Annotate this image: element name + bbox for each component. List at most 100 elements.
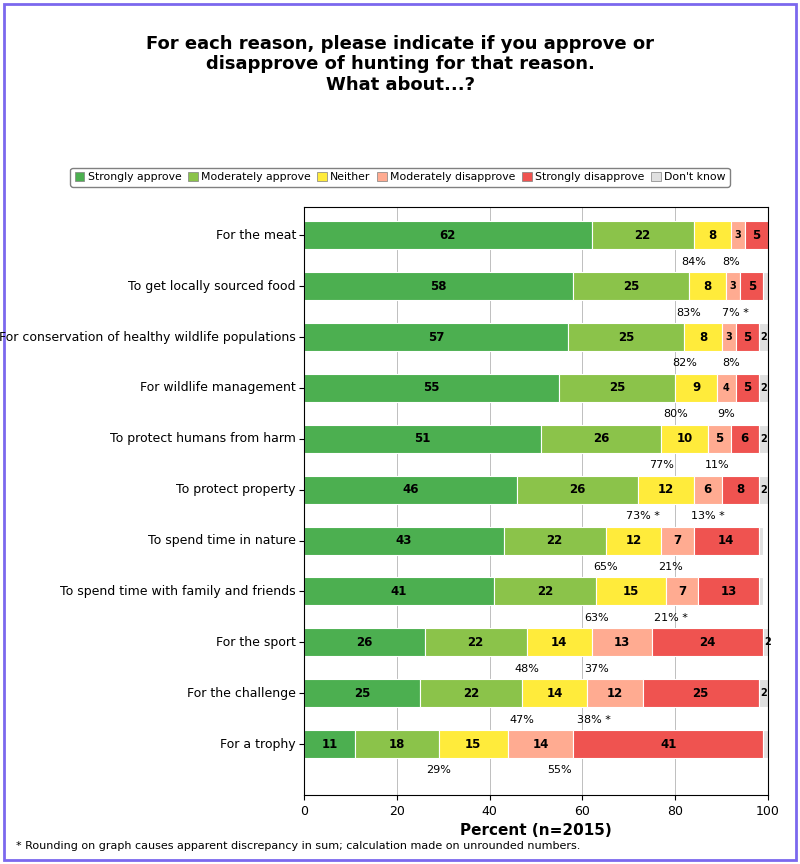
Text: 2: 2 <box>760 383 766 393</box>
Bar <box>698 577 758 606</box>
Bar <box>694 476 722 504</box>
Bar <box>420 679 522 707</box>
Bar <box>758 526 763 555</box>
Bar <box>592 221 694 250</box>
Text: 21%: 21% <box>658 562 683 572</box>
Text: 22: 22 <box>467 636 484 649</box>
Bar <box>722 323 735 351</box>
Text: 83%: 83% <box>677 308 702 318</box>
Text: 2: 2 <box>760 434 766 444</box>
Bar <box>758 679 768 707</box>
Bar <box>758 374 768 402</box>
Text: 25: 25 <box>618 331 634 344</box>
Text: 26: 26 <box>570 483 586 496</box>
Text: 2: 2 <box>765 638 771 647</box>
Text: 48%: 48% <box>514 664 539 674</box>
Text: 8: 8 <box>699 331 707 344</box>
Text: 8: 8 <box>708 229 717 242</box>
Bar <box>662 425 708 453</box>
Bar <box>638 476 694 504</box>
Text: 9%: 9% <box>718 410 735 419</box>
Bar <box>569 323 685 351</box>
Text: 57: 57 <box>428 331 445 344</box>
Text: 18: 18 <box>389 738 405 751</box>
Text: 3: 3 <box>725 332 732 342</box>
Bar <box>745 221 768 250</box>
Text: For the sport: For the sport <box>216 636 296 649</box>
Text: 29%: 29% <box>426 766 451 775</box>
Text: 47%: 47% <box>510 715 534 725</box>
Bar <box>573 730 763 758</box>
Text: 2: 2 <box>760 688 766 698</box>
Bar <box>592 628 652 657</box>
Text: 12: 12 <box>626 534 642 547</box>
Bar <box>587 679 642 707</box>
Bar <box>731 425 758 453</box>
Bar <box>708 425 731 453</box>
Text: 5: 5 <box>743 381 751 395</box>
Bar <box>694 221 731 250</box>
Text: For the challenge: For the challenge <box>187 687 296 700</box>
Text: 2: 2 <box>760 485 766 495</box>
Bar <box>304 526 503 555</box>
Text: For conservation of healthy wildlife populations: For conservation of healthy wildlife pop… <box>0 331 296 344</box>
Text: 6: 6 <box>703 483 712 496</box>
Text: 22: 22 <box>634 229 651 242</box>
Text: 84%: 84% <box>682 257 706 267</box>
Text: 14: 14 <box>533 738 549 751</box>
Bar <box>304 374 559 402</box>
Bar <box>662 526 694 555</box>
Bar <box>758 323 768 351</box>
Text: To protect humans from harm: To protect humans from harm <box>110 432 296 445</box>
Text: 37%: 37% <box>584 664 609 674</box>
Bar <box>494 577 596 606</box>
Bar <box>304 272 573 300</box>
Text: 65%: 65% <box>594 562 618 572</box>
Text: 12: 12 <box>606 687 623 700</box>
Text: 15: 15 <box>623 585 639 598</box>
Text: 9: 9 <box>692 381 700 395</box>
Text: 80%: 80% <box>663 410 687 419</box>
Bar <box>735 374 758 402</box>
Text: 41: 41 <box>660 738 677 751</box>
Bar <box>438 730 508 758</box>
Bar <box>763 272 768 300</box>
Bar <box>304 679 420 707</box>
Text: 25: 25 <box>609 381 626 395</box>
Text: 7: 7 <box>678 585 686 598</box>
Bar <box>596 577 666 606</box>
Text: * Rounding on graph causes apparent discrepancy in sum; calculation made on unro: * Rounding on graph causes apparent disc… <box>16 841 580 851</box>
Text: 73% *: 73% * <box>626 511 660 521</box>
Bar <box>666 577 698 606</box>
Text: 12: 12 <box>658 483 674 496</box>
Bar <box>304 730 355 758</box>
X-axis label: Percent (n=2015): Percent (n=2015) <box>460 823 612 838</box>
Bar <box>518 476 638 504</box>
Text: 13: 13 <box>614 636 630 649</box>
Bar <box>425 628 526 657</box>
Text: 51: 51 <box>414 432 430 445</box>
Text: 11: 11 <box>322 738 338 751</box>
Text: 14: 14 <box>718 534 734 547</box>
Text: 41: 41 <box>391 585 407 598</box>
Bar <box>722 476 758 504</box>
Text: 5: 5 <box>748 280 756 293</box>
Text: For each reason, please indicate if you approve or
disapprove of hunting for tha: For each reason, please indicate if you … <box>146 35 654 94</box>
Text: 8%: 8% <box>722 359 740 368</box>
Bar <box>526 628 592 657</box>
Text: To spend time in nature: To spend time in nature <box>148 534 296 547</box>
Bar <box>694 526 758 555</box>
Text: 22: 22 <box>546 534 562 547</box>
Text: 11%: 11% <box>705 461 730 470</box>
Bar <box>573 272 689 300</box>
Bar <box>758 425 768 453</box>
Text: 22: 22 <box>537 585 554 598</box>
Bar <box>304 628 425 657</box>
Text: 58: 58 <box>430 280 447 293</box>
Text: 24: 24 <box>699 636 716 649</box>
Bar <box>758 476 768 504</box>
Text: 55%: 55% <box>547 766 571 775</box>
Bar <box>508 730 573 758</box>
Text: To spend time with family and friends: To spend time with family and friends <box>60 585 296 598</box>
Bar <box>763 628 773 657</box>
